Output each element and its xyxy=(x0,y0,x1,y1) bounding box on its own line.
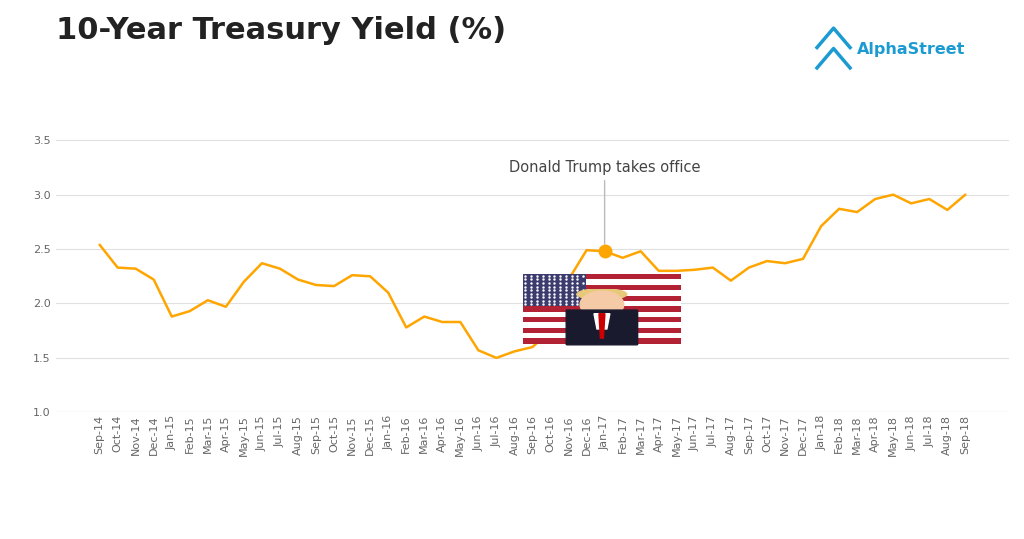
Bar xyxy=(522,274,681,279)
Bar xyxy=(522,301,681,306)
Bar xyxy=(522,295,681,301)
Text: 10-Year Treasury Yield (%): 10-Year Treasury Yield (%) xyxy=(56,16,507,45)
Bar xyxy=(522,290,681,295)
Polygon shape xyxy=(594,314,610,329)
Circle shape xyxy=(581,291,624,318)
FancyBboxPatch shape xyxy=(566,310,638,345)
Ellipse shape xyxy=(578,289,627,300)
Bar xyxy=(522,285,681,290)
Bar xyxy=(522,338,681,344)
Bar xyxy=(522,317,681,322)
Text: Donald Trump takes office: Donald Trump takes office xyxy=(509,160,700,244)
Polygon shape xyxy=(599,314,605,338)
Bar xyxy=(522,328,681,333)
Bar xyxy=(522,333,681,338)
Bar xyxy=(522,279,681,285)
Bar xyxy=(522,322,681,328)
Text: AlphaStreet: AlphaStreet xyxy=(857,42,966,57)
Bar xyxy=(522,274,586,306)
Bar xyxy=(522,312,681,317)
Bar xyxy=(522,306,681,312)
